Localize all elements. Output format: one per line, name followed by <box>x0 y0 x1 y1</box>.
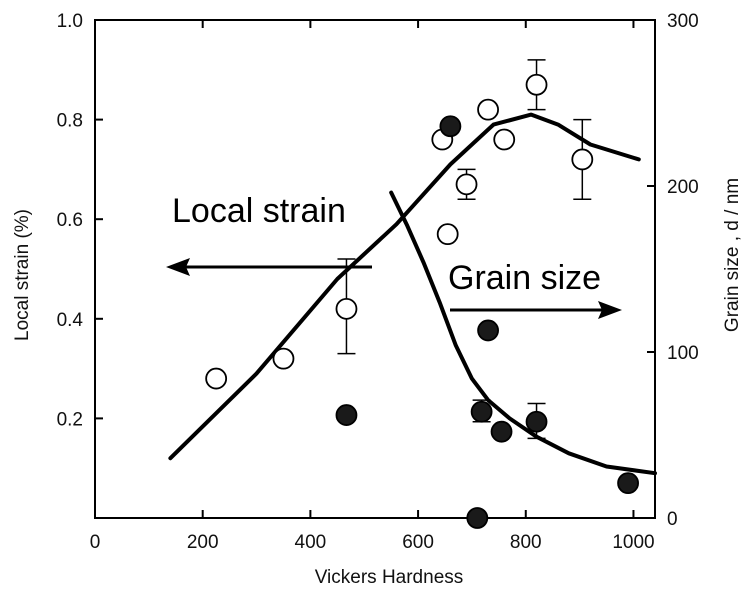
y2-axis-title: Grain size , d / nm <box>722 178 743 332</box>
x-tick-label: 400 <box>295 532 327 553</box>
x-tick-label: 200 <box>187 532 219 553</box>
y-tick-label: 0.8 <box>57 111 83 132</box>
annotation-local-strain: Local strain <box>172 192 346 230</box>
y2-tick-label: 200 <box>667 177 699 198</box>
y-tick-label: 0.6 <box>57 210 83 231</box>
x-axis-title: Vickers Hardness <box>315 567 464 588</box>
x-tick-label: 600 <box>402 532 434 553</box>
grain-size-point <box>525 410 548 433</box>
data-points <box>205 59 639 529</box>
grain-size-point <box>470 400 493 423</box>
y-tick-label: 1.0 <box>57 11 83 32</box>
fit-curves <box>168 112 657 476</box>
local-strain-point <box>205 367 228 390</box>
arrow-right-icon <box>450 301 622 319</box>
annotation-grain-size: Grain size <box>448 259 601 297</box>
local-strain-point <box>525 73 548 96</box>
y-axis-title: Local strain (%) <box>12 209 33 341</box>
x-tick-label: 0 <box>90 532 101 553</box>
local-strain-curve <box>168 112 641 461</box>
local-strain-point <box>493 128 516 151</box>
local-strain-point <box>571 148 594 171</box>
x-tick-label: 800 <box>510 532 542 553</box>
plot-frame <box>94 19 656 519</box>
grain-size-point <box>335 404 358 426</box>
y2-tick-label: 300 <box>667 11 699 32</box>
y2-tick-label: 100 <box>667 343 699 364</box>
grain-size-point <box>617 472 639 495</box>
y-tick-label: 0.4 <box>57 310 84 331</box>
grain-size-point <box>466 507 489 529</box>
x-tick-label: 1000 <box>612 532 654 553</box>
local-strain-point <box>436 223 459 246</box>
local-strain-point <box>477 98 499 121</box>
local-strain-point <box>335 297 358 320</box>
tick-labels: 0 200 400 600 800 1000 0.2 0.4 0.6 0.8 1.0 0 100 200 3… <box>57 11 699 553</box>
ticks <box>94 19 655 519</box>
grain-size-curve <box>389 190 657 476</box>
grain-size-point <box>490 420 513 443</box>
local-strain-point <box>272 347 295 370</box>
arrow-left-icon <box>166 258 372 276</box>
grain-size-point <box>477 319 499 342</box>
y2-tick-label: 0 <box>667 509 678 530</box>
local-strain-point <box>455 173 478 196</box>
y-tick-label: 0.2 <box>57 409 83 430</box>
grain-size-point <box>439 115 462 138</box>
